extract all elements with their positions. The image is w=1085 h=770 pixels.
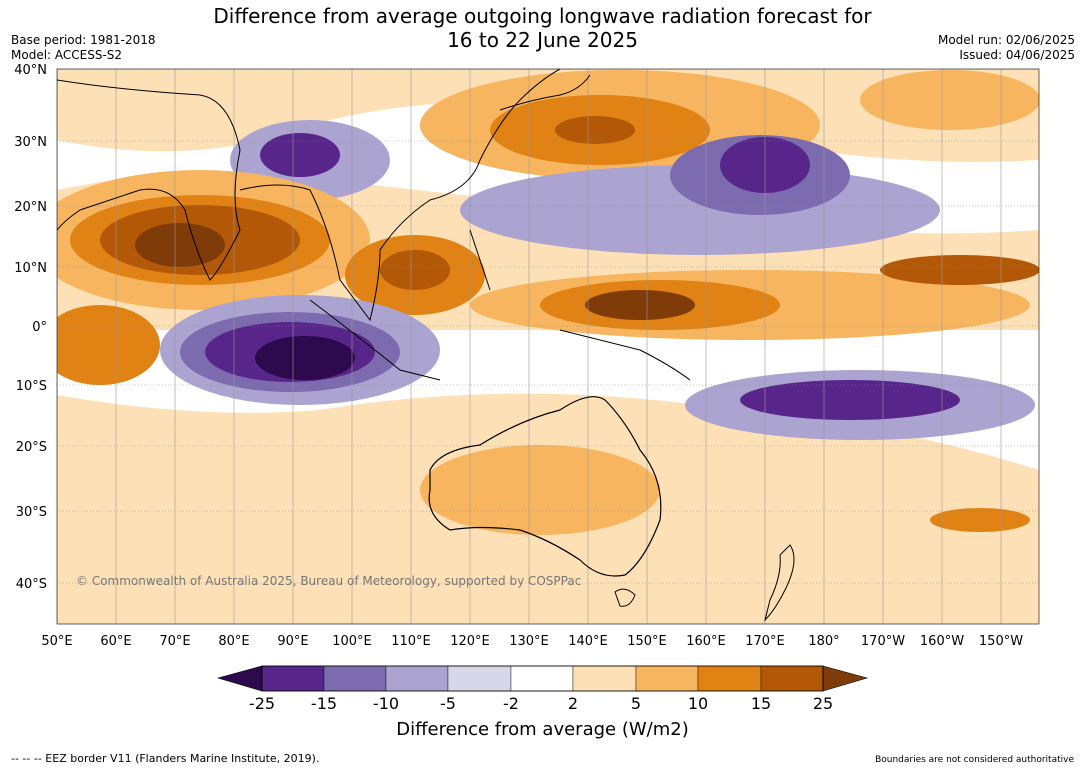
purple-anomaly [255, 336, 355, 380]
southeast-asia-coastline [239, 69, 561, 322]
orange-anomaly [380, 250, 450, 290]
colorbar-bin [697, 665, 762, 692]
colorbar-tick: -2 [503, 694, 519, 713]
colorbar-tick: 15 [750, 694, 772, 713]
lon-label: 160°E [686, 634, 726, 649]
colorbar-bin [635, 665, 699, 692]
meridians [57, 69, 1002, 624]
lat-label: 20°N [14, 200, 47, 215]
colorbar-tick: 10 [687, 694, 709, 713]
orange-anomaly [555, 116, 635, 144]
orange-anomaly [135, 223, 225, 267]
colorbar-label: Difference from average (W/m2) [396, 719, 689, 740]
model-name: Model: ACCESS-S2 [11, 48, 123, 62]
lon-label: 70°E [159, 634, 190, 649]
lat-label: 10°N [14, 261, 47, 276]
orange-anomaly [860, 70, 1039, 130]
lon-label: 170°E [745, 634, 785, 649]
lon-label: 120°E [450, 634, 490, 649]
colorbar-bin [385, 665, 449, 692]
sumatra-java-coastline [309, 299, 441, 381]
colorbar-bin [323, 665, 387, 692]
japan-coastline [499, 74, 591, 111]
lon-label: 90°E [277, 634, 308, 649]
lat-label: 10°S [16, 379, 47, 394]
colorbar [216, 665, 869, 692]
lon-label: 170°W [861, 634, 905, 649]
colorbar-tick: 25 [812, 694, 834, 713]
lon-label: 150°W [979, 634, 1023, 649]
copyright-note: © Commonwealth of Australia 2025, Bureau… [76, 574, 582, 588]
map-frame [56, 68, 1040, 625]
purple-anomaly [740, 380, 960, 420]
lon-label: 80°E [218, 634, 249, 649]
lon-label: 150°E [627, 634, 667, 649]
issued-date: Issued: 04/06/2025 [959, 48, 1075, 62]
lat-label: 30°N [14, 135, 47, 150]
lat-label: 30°S [16, 505, 47, 520]
colorbar-bin [261, 665, 325, 692]
colorbar-tick: 5 [630, 694, 642, 713]
orange-anomaly [880, 255, 1039, 285]
lon-label: 60°E [100, 634, 131, 649]
map-field [57, 69, 1039, 624]
colorbar-bin [510, 665, 574, 692]
lon-label: 50°E [41, 634, 72, 649]
lat-label: 40°N [14, 63, 47, 78]
orange-anomaly [585, 290, 695, 320]
latitude-labels: 40°N 30°N 20°N 10°N 0° 10°S 20°S 30°S 40… [14, 63, 47, 592]
philippines-coastline [469, 229, 491, 291]
boundary-note: Boundaries are not considered authoritat… [875, 755, 1074, 765]
new-zealand-coastline [764, 544, 795, 622]
colorbar-tick: -5 [440, 694, 456, 713]
lon-label: 130°E [509, 634, 549, 649]
new-guinea-coastline [559, 329, 691, 381]
lon-label: 110°E [391, 634, 431, 649]
chart-title: Difference from average outgoing longwav… [0, 4, 1085, 52]
australia-coastline [428, 396, 662, 577]
model-run: Model run: 02/06/2025 [937, 33, 1075, 47]
colorbar-tick: 2 [567, 694, 579, 713]
south-asia-coastline [57, 79, 241, 281]
colorbar-frame [261, 665, 824, 692]
colorbar-bin [760, 665, 824, 692]
eez-note: -- -- -- EEZ border V11 (Flanders Marine… [11, 752, 320, 765]
colorbar-bin [572, 665, 637, 692]
colorbar-tick: -25 [248, 694, 276, 713]
lon-label: 180° [808, 634, 839, 649]
title-line-1: Difference from average outgoing longwav… [213, 4, 872, 28]
meta-right: Model run: 02/06/2025 Issued: 04/06/2025 [938, 33, 1075, 63]
colorbar-max-arrow [822, 665, 869, 692]
tasmania-coastline [614, 588, 636, 607]
lon-label: 160°W [920, 634, 964, 649]
colorbar-tick: -15 [310, 694, 338, 713]
purple-anomaly [260, 133, 340, 177]
colorbar-tick: -10 [372, 694, 400, 713]
orange-anomaly [930, 508, 1030, 532]
colorbar-bin [447, 665, 512, 692]
lat-label: 40°S [16, 577, 47, 592]
lat-label: 0° [32, 320, 47, 335]
title-line-2: 16 to 22 June 2025 [447, 28, 638, 52]
colorbar-min-arrow [216, 665, 263, 692]
base-period: Base period: 1981-2018 [11, 33, 156, 47]
longitude-labels: 50°E 60°E 70°E 80°E 90°E 100°E 110°E 120… [41, 634, 1023, 649]
lat-label: 20°S [16, 440, 47, 455]
lon-label: 140°E [568, 634, 608, 649]
orange-anomaly [420, 445, 660, 535]
meta-left: Base period: 1981-2018 Model: ACCESS-S2 [11, 33, 156, 63]
lon-label: 100°E [332, 634, 372, 649]
orange-anomaly [57, 305, 160, 385]
